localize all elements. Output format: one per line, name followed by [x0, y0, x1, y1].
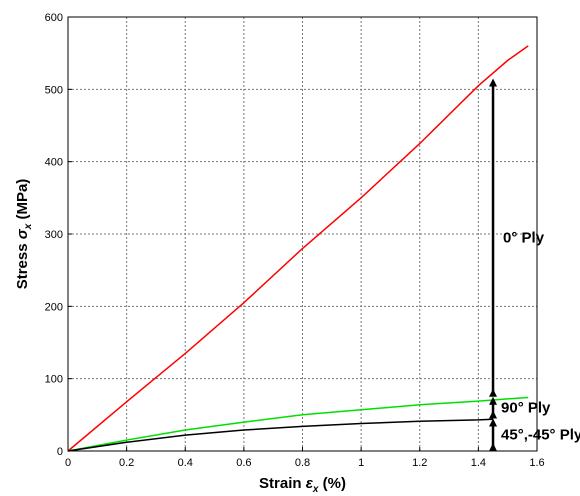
y-tick-label: 500 — [45, 84, 63, 96]
x-tick-label: 0.8 — [295, 457, 310, 469]
series-line — [67, 396, 529, 452]
x-tick-label: 1.4 — [471, 457, 486, 469]
x-tick-label: 1.2 — [412, 457, 427, 469]
annotation-label: 0° Ply — [503, 230, 545, 247]
x-tick-label: 1.6 — [529, 457, 544, 469]
y-tick-label: 100 — [45, 374, 63, 386]
data-series — [67, 45, 529, 452]
grid — [68, 17, 537, 451]
annotation-label: 45°,-45° Ply — [501, 427, 580, 444]
y-tick-label: 300 — [45, 229, 63, 241]
annotation-label: 90° Ply — [501, 400, 551, 417]
y-tick-label: 0 — [57, 446, 63, 458]
x-tick-labels: 0 0.2 0.4 0.6 0.8 1 1.2 1.4 1.6 — [65, 447, 545, 469]
annotations: 0° Ply 90° Ply 45°,-45° Ply — [489, 78, 580, 451]
x-tick-label: 0.4 — [178, 457, 193, 469]
y-tick-label: 200 — [45, 301, 63, 313]
y-tick-labels: 0 100 200 300 400 500 600 — [45, 12, 72, 458]
series-line — [67, 45, 529, 452]
x-tick-label: 0 — [65, 457, 71, 469]
y-tick-label: 400 — [45, 157, 63, 169]
y-axis-title: Stress σx (MPa) — [14, 179, 34, 290]
x-tick-label: 0.6 — [236, 457, 251, 469]
y-tick-label: 600 — [45, 12, 63, 24]
series-line — [67, 418, 494, 452]
x-tick-label: 1 — [358, 457, 364, 469]
x-axis-title: Strain εx (%) — [259, 475, 346, 495]
x-tick-label: 0.2 — [119, 457, 134, 469]
